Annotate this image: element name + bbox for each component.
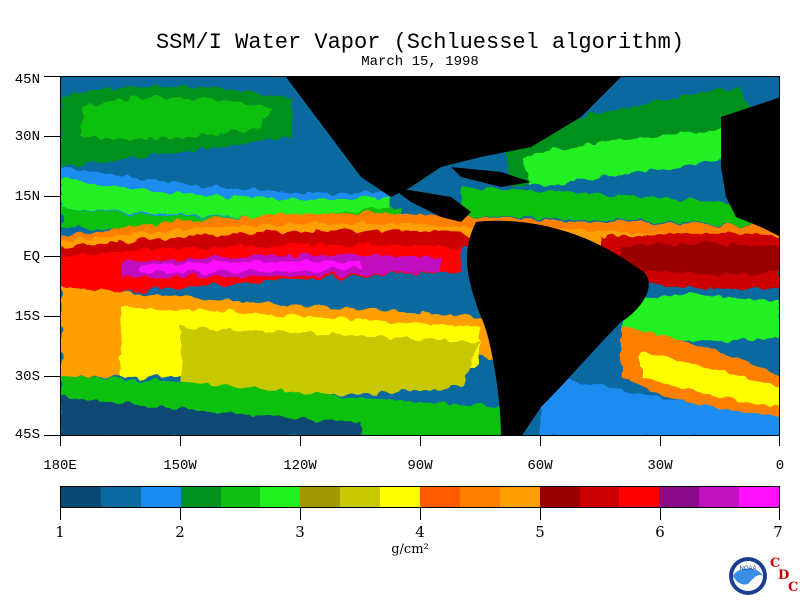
lon-label-150w: 150W <box>163 458 197 474</box>
colorbar <box>60 486 780 508</box>
lat-label-15n: 15N <box>14 189 40 205</box>
lon-label-0: 0 <box>775 458 785 474</box>
lon-label-60w: 60W <box>527 458 553 474</box>
lon-label-180e: 180E <box>43 458 77 474</box>
lon-label-120w: 120W <box>283 458 317 474</box>
colorbar-segment-16 <box>699 487 740 507</box>
colorbar-label-7: 7 <box>773 523 783 541</box>
colorbar-segment-1 <box>100 487 141 507</box>
lat-tick <box>44 196 60 197</box>
colorbar-segment-14 <box>619 487 660 507</box>
colorbar-tick <box>180 508 181 520</box>
colorbar-label-6: 6 <box>655 523 665 541</box>
colorbar-segment-17 <box>739 487 780 507</box>
cdc-letter-c2: C <box>788 580 799 595</box>
colorbar-label-3: 3 <box>295 523 305 541</box>
lat-tick <box>44 136 60 137</box>
colorbar-label-5: 5 <box>535 523 545 541</box>
colorbar-tick <box>660 508 661 520</box>
lon-tick <box>300 436 301 446</box>
lat-label-15s: 15S <box>14 309 40 325</box>
north-america <box>286 77 621 197</box>
colorbar-segment-4 <box>220 487 261 507</box>
lon-tick <box>540 436 541 446</box>
lon-tick <box>779 436 780 446</box>
cdc-letter-d: D <box>778 568 790 583</box>
lat-tick <box>44 76 60 77</box>
land-masses <box>286 77 779 435</box>
lat-label-eq: EQ <box>23 249 40 265</box>
colorbar-segment-11 <box>499 487 540 507</box>
colorbar-segment-5 <box>260 487 301 507</box>
lon-label-30w: 30W <box>647 458 673 474</box>
colorbar-segment-12 <box>539 487 580 507</box>
lat-label-45s: 45S <box>14 427 40 443</box>
map-date: March 15, 1998 <box>361 54 479 70</box>
south-america <box>467 220 649 435</box>
colorbar-label-1: 1 <box>55 523 65 541</box>
lat-label-30n: 30N <box>14 129 40 145</box>
colorbar-tick <box>540 508 541 520</box>
colorbar-label-2: 2 <box>175 523 185 541</box>
map-title: SSM/I Water Vapor (Schluessel algorithm) <box>155 30 685 55</box>
lon-tick <box>420 436 421 446</box>
colorbar-label-4: 4 <box>415 523 425 541</box>
lon-tick <box>60 436 61 446</box>
colorbar-tick <box>779 508 780 520</box>
colorbar-segment-15 <box>659 487 700 507</box>
colorbar-segment-2 <box>140 487 181 507</box>
noaa-logo-text: NOAA <box>739 566 756 572</box>
colorbar-unit: g/cm² <box>391 542 429 557</box>
map-canvas <box>61 77 779 435</box>
lat-tick <box>44 376 60 377</box>
noaa-logo-icon: NOAA <box>729 557 767 595</box>
lat-tick <box>44 256 60 257</box>
lon-label-90w: 90W <box>407 458 433 474</box>
lat-label-30s: 30S <box>14 369 40 385</box>
colorbar-segment-6 <box>300 487 341 507</box>
lon-tick <box>660 436 661 446</box>
colorbar-tick <box>420 508 421 520</box>
lat-tick <box>44 316 60 317</box>
colorbar-segment-3 <box>180 487 221 507</box>
africa <box>721 97 779 236</box>
colorbar-tick <box>60 508 61 520</box>
lat-tick <box>44 435 60 436</box>
colorbar-segment-9 <box>420 487 460 507</box>
colorbar-tick <box>300 508 301 520</box>
colorbar-segment-0 <box>61 487 101 507</box>
colorbar-segment-10 <box>459 487 500 507</box>
cdc-letter-c1: C <box>770 556 781 571</box>
lat-label-45n: 45N <box>14 72 40 88</box>
colorbar-segment-13 <box>579 487 620 507</box>
colorbar-segment-7 <box>340 487 381 507</box>
lon-tick <box>180 436 181 446</box>
colorbar-segment-8 <box>380 487 421 507</box>
water-vapor-map <box>60 76 780 436</box>
